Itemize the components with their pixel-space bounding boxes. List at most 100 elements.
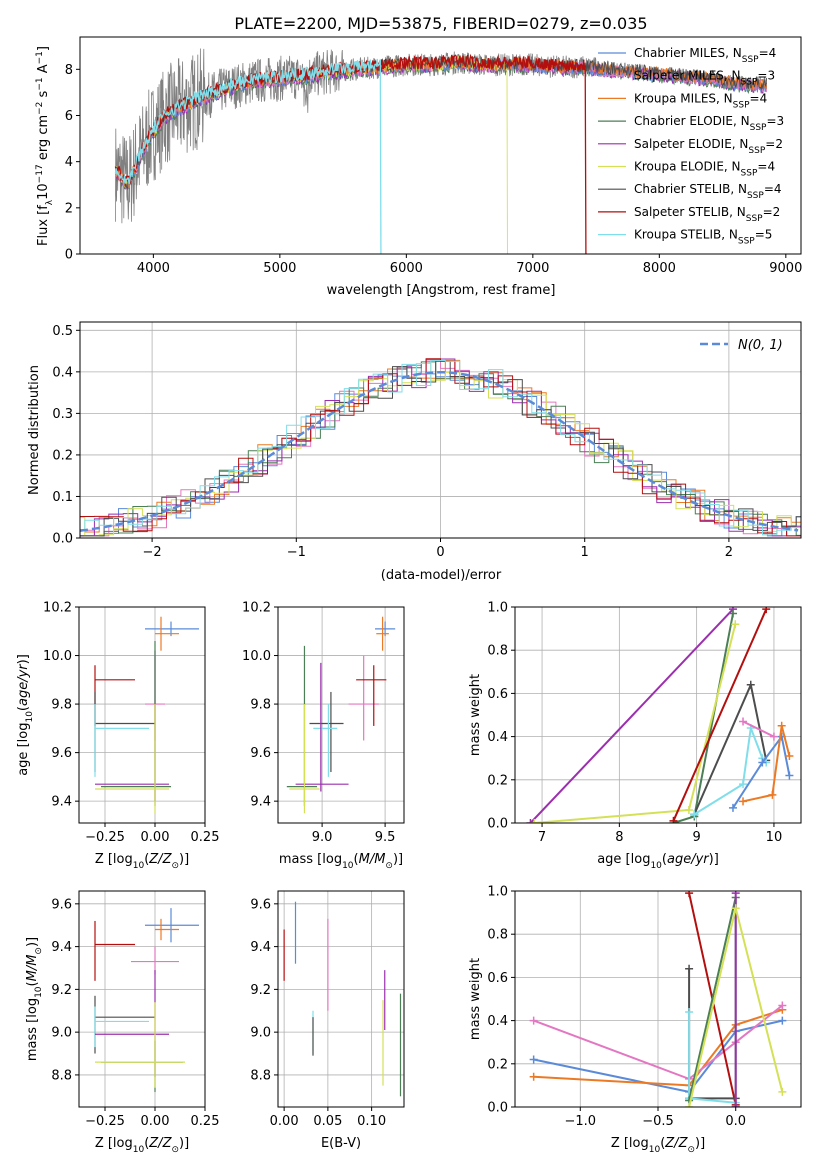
x-tick-label: −1.0 [564,1114,596,1129]
series-line-kroupa-miles [533,1008,783,1087]
data-marker [785,752,794,761]
errorbar-point [94,665,135,726]
x-tick-label: 5000 [263,261,296,276]
mass_weight_vs_age-plot-area [526,607,794,823]
mass_vs_z-plot-area [94,908,199,1093]
data-marker [778,1087,787,1096]
y-tick-label: 9.4 [250,940,271,955]
spectrum-panel: 4000 5000 6000 7000 8000 9000 0 2 4 6 8 Chabrier MI… [35,36,802,298]
data-marker [685,1103,694,1107]
data-marker [769,732,778,741]
data-marker [529,1016,538,1025]
series-line-kroupa-stelib [688,1012,736,1104]
x-axis-label: Z [log10(Z/Z⊙)] [611,1136,705,1155]
x-axis-label: Z [log10(Z/Z⊙)] [95,1136,189,1155]
errorbar-point [145,908,199,943]
x-tick-label: 7000 [516,261,549,276]
legend-label: Kroupa STELIB, NSSP=5 [634,228,772,247]
data-marker [777,721,786,730]
legend-label: Chabrier ELODIE, NSSP=3 [634,114,784,133]
y-tick-label: 6 [65,109,73,124]
y-axis-label: mass [log10(M/M⊙)] [25,937,44,1061]
errorbar-point [155,616,179,651]
mass_weight_vs_age-panel: 7 8 9 10 0.0 0.2 0.4 0.6 0.8 1.0 age [log10(age/yr… [468,601,802,871]
x-tick-label: −1 [287,545,306,560]
y-tick-label: 9.6 [250,897,271,912]
series-line-kroupa-stelib [693,727,767,816]
y-tick-label: 9.6 [250,746,271,761]
errorbar-point [289,704,320,814]
y-tick-label: 9.4 [51,940,72,955]
data-marker [526,819,535,823]
x-axis-label: wavelength [Angstrom, rest frame] [327,283,556,298]
x-tick-label: 0 [436,545,444,560]
y-tick-label: 9.8 [250,698,271,713]
data-marker [530,819,539,823]
legend-label: Chabrier MILES, NSSP=4 [634,46,776,65]
y-tick-label: 0.0 [52,532,73,547]
errorbar-point [101,1040,183,1093]
errorbar-point [309,691,344,773]
y-tick-label: 9.8 [51,698,72,713]
data-marker [785,771,794,780]
x-tick-label: 0.10 [357,1114,386,1129]
errorbar-point [94,995,155,1054]
mass_weight_vs_z-frame [514,890,802,1108]
residuals-plot-area [80,358,801,537]
errorbar-point [376,616,389,651]
data-marker [739,717,748,726]
legend-label: Salpeter STELIB, NSSP=2 [634,205,780,224]
model-spectrum-kroupa-stelib [114,58,382,254]
series-line-salpeter-stelib [672,608,768,822]
figure-title: PLATE=2200, MJD=53875, FIBERID=0279, z=0… [234,14,647,33]
x-tick-label: 9.5 [375,830,396,845]
mass_weight_vs_age-frame [514,606,802,824]
x-tick-label: −0.5 [642,1114,674,1129]
age_vs_mass-plot-area [286,616,396,814]
histogram-kroupa-elodie [80,363,801,537]
y-tick-label: 0.6 [487,971,508,986]
y-axis-label: age [log10(age/yr)] [16,654,35,776]
y-tick-label: 9.4 [51,795,72,810]
data-marker [731,620,740,629]
y-tick-label: 0.8 [487,644,508,659]
y-tick-label: 0.4 [52,365,73,380]
x-tick-label: 8 [615,830,623,845]
data-marker [778,1016,787,1025]
data-marker [685,891,694,898]
x-tick-label: 0.0 [725,1114,746,1129]
errorbar-point [94,704,149,777]
errorbar-point [94,1006,149,1048]
y-tick-label: 9.0 [250,1026,271,1041]
mass_vs_ebv-plot-area [283,901,402,1097]
x-axis-label: mass [log10(M/M⊙)] [279,852,403,871]
x-tick-label: 9.0 [312,830,333,845]
residuals-panel: −2 −1 0 1 2 0.0 0.1 0.2 0.3 0.4 0.5 N(0, 1) (data-mo… [27,321,802,583]
y-tick-label: 8.8 [250,1068,271,1083]
data-marker [685,964,694,973]
spectrum-frame [79,36,802,255]
mass_vs_z-frame [78,890,206,1108]
x-tick-label: −0.25 [85,830,125,845]
errorbar-point [313,704,338,777]
data-marker [684,806,693,815]
x-axis-label: Z [log10(Z/Z⊙)] [95,852,189,871]
data-marker [731,904,740,913]
y-tick-label: 0.2 [487,773,508,788]
data-marker [768,790,777,799]
age_vs_z-panel: −0.25 0.00 0.25 9.4 9.6 9.8 10.0 10.2 Z [log10(Z… [16,601,219,872]
y-tick-label: 0.4 [487,1014,508,1029]
series-line-kroupa-miles [742,725,791,803]
x-tick-label: 4000 [137,261,170,276]
legend-label: Salpeter MILES, NSSP=3 [634,69,775,88]
age_vs_z-frame [78,606,206,824]
x-tick-label: −2 [143,545,162,560]
errorbar-point [95,704,169,814]
data-marker [739,780,748,789]
x-tick-label: 0.00 [141,830,170,845]
normal-curve-line [80,371,799,532]
spectrum-plot-area [114,48,768,254]
y-tick-label: 0.1 [52,490,73,505]
x-tick-label: 0.25 [191,1114,220,1129]
